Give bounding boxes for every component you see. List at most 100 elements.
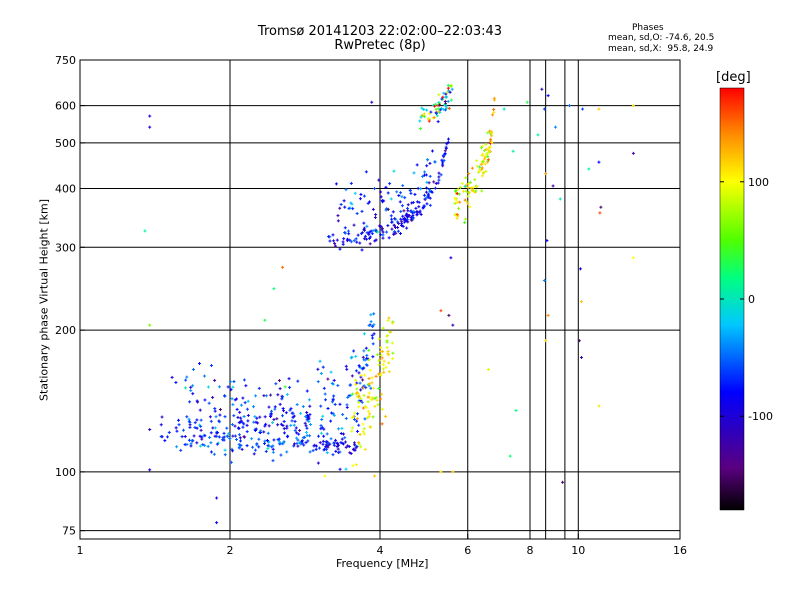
data-point [307, 419, 311, 423]
data-point [214, 415, 218, 419]
data-point [195, 426, 199, 430]
data-point [226, 435, 230, 439]
data-point [242, 378, 246, 382]
data-point [338, 402, 342, 406]
data-point [422, 193, 426, 197]
data-points [143, 83, 635, 525]
data-point [386, 191, 390, 195]
data-point [345, 405, 349, 409]
data-point [438, 103, 442, 107]
data-point [148, 323, 152, 327]
data-point [321, 439, 325, 443]
data-point [578, 267, 582, 271]
data-point [296, 444, 300, 448]
data-point [361, 406, 365, 410]
data-point [425, 186, 429, 190]
data-point [374, 395, 378, 399]
data-point [198, 434, 202, 438]
data-point [263, 415, 267, 419]
data-point [243, 401, 247, 405]
data-point [399, 191, 403, 195]
data-point [367, 391, 371, 395]
data-point [209, 431, 213, 435]
data-point [311, 449, 315, 453]
data-point [203, 443, 207, 447]
data-point [407, 213, 411, 217]
data-point [379, 195, 383, 199]
data-point [345, 237, 349, 241]
data-point [345, 367, 349, 371]
data-point [203, 434, 207, 438]
data-point [347, 232, 351, 236]
data-point [349, 240, 353, 244]
data-point [185, 375, 189, 379]
data-point [350, 374, 354, 378]
data-point [231, 385, 235, 389]
grid-lines [80, 60, 680, 539]
data-point [373, 187, 377, 191]
data-point [264, 449, 268, 453]
data-point [492, 98, 496, 102]
data-point [287, 377, 291, 381]
data-point [451, 470, 455, 474]
data-point [357, 400, 361, 404]
data-point [218, 413, 222, 417]
data-point [386, 224, 390, 228]
data-point [213, 434, 217, 438]
data-point [441, 154, 445, 158]
data-point [326, 377, 330, 381]
data-point [434, 181, 438, 185]
data-point [206, 385, 210, 389]
data-point [392, 169, 396, 173]
data-point [381, 326, 385, 330]
data-point [391, 357, 395, 361]
data-point [597, 404, 601, 408]
data-point [464, 217, 468, 221]
data-point [227, 432, 231, 436]
colorbar-tick-label: 0 [748, 293, 755, 306]
data-point [322, 427, 326, 431]
data-point [189, 444, 193, 448]
data-point [246, 413, 250, 417]
data-point [307, 415, 311, 419]
data-point [265, 394, 269, 398]
data-point [355, 395, 359, 399]
data-point [361, 355, 365, 359]
data-point [406, 209, 410, 213]
data-point [373, 474, 377, 478]
data-point [422, 107, 426, 111]
data-point [319, 431, 323, 435]
data-point [337, 427, 341, 431]
data-point [391, 321, 395, 325]
data-point [480, 144, 484, 148]
data-point [355, 419, 359, 423]
data-point [326, 407, 330, 411]
data-point [362, 221, 366, 225]
data-point [230, 397, 234, 401]
data-point [439, 309, 443, 313]
data-point [289, 423, 293, 427]
data-point [367, 377, 371, 381]
data-point [316, 461, 320, 465]
data-point [399, 217, 403, 221]
data-point [253, 428, 257, 432]
data-point [449, 98, 453, 102]
data-point [396, 229, 400, 233]
data-point [382, 359, 386, 363]
data-point [280, 397, 284, 401]
data-point [418, 127, 422, 131]
data-point [305, 418, 309, 422]
data-point [223, 394, 227, 398]
data-point [290, 419, 294, 423]
data-point [304, 415, 308, 419]
data-point [242, 435, 246, 439]
data-point [362, 349, 366, 353]
data-point [336, 383, 340, 387]
data-point [202, 374, 206, 378]
data-point [166, 435, 170, 439]
data-point [427, 188, 431, 192]
data-point [389, 197, 393, 201]
data-point [208, 415, 212, 419]
data-point [191, 367, 195, 371]
data-point [313, 443, 317, 447]
